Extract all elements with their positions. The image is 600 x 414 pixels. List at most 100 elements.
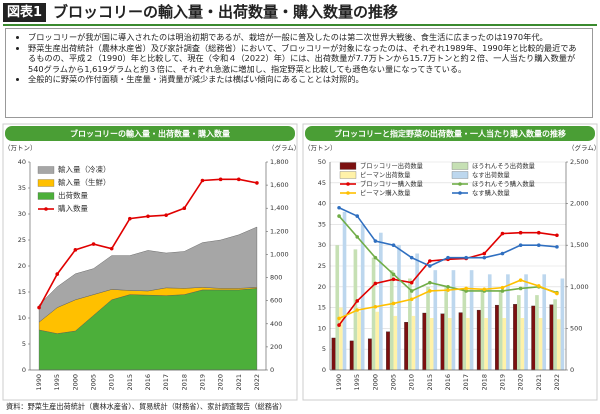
y-tick-label: 20 xyxy=(18,262,26,270)
y-tick-label: 5 xyxy=(322,345,326,353)
header: 図表1 ブロッコリーの輸入量・出荷数量・購入数量の推移 xyxy=(3,2,597,26)
x-tick-label: 2019 xyxy=(198,374,206,391)
legend-swatch xyxy=(37,192,55,200)
bar xyxy=(502,318,507,370)
y2-tick-label: 0 xyxy=(570,366,574,374)
x-tick-label: 1990 xyxy=(335,374,343,391)
marker xyxy=(500,285,505,290)
legend-label: ほうれんそう購入数量 xyxy=(472,179,536,188)
bar xyxy=(462,290,467,370)
bar xyxy=(480,290,485,370)
bar xyxy=(339,307,343,370)
x-tick-label: 2010 xyxy=(408,374,416,391)
bar xyxy=(415,253,419,370)
legend-swatch xyxy=(37,166,55,174)
bar xyxy=(357,311,361,370)
bar xyxy=(444,286,448,370)
legend-label: なす購入数量 xyxy=(472,188,510,197)
y2-tick-label: 2,500 xyxy=(570,158,589,166)
panel-title-bar xyxy=(5,126,295,141)
marker xyxy=(146,214,150,219)
legend-swatch xyxy=(37,179,55,187)
note: 全般的に野菜の作付面積・生産量・消費量が減少または横ばい傾向にあることとは対照的… xyxy=(28,74,584,85)
bar xyxy=(440,313,445,371)
x-tick-label: 2005 xyxy=(390,374,398,391)
x-tick-label: 2018 xyxy=(180,374,188,391)
bar xyxy=(375,311,380,370)
marker xyxy=(428,259,432,263)
y-tick-label: 35 xyxy=(318,220,326,228)
bar xyxy=(542,274,547,370)
note: ブロッコリーが我が国に導入されたのは明治初期であるが、栽培が一般に普及したのは第… xyxy=(28,32,584,43)
note: 野菜生産出荷統計（農林水産省）及び家計調査（総務省）において、ブロッコリーが対象… xyxy=(28,43,584,75)
bar xyxy=(386,331,391,371)
y2-tick-label: 1,500 xyxy=(570,241,589,249)
x-tick-label: 2021 xyxy=(235,374,243,391)
marker xyxy=(73,248,78,252)
source: 資料：野菜生産出荷統計（農林水産省）、貿易統計（財務省）、家計調査報告（総務省） xyxy=(6,402,287,411)
marker xyxy=(536,243,541,247)
marker xyxy=(337,323,341,327)
y-tick-label: 5 xyxy=(22,340,26,348)
bar xyxy=(458,312,463,371)
y2-tick-label: 400 xyxy=(270,320,282,328)
x-tick-label: 2015 xyxy=(126,374,134,391)
bar xyxy=(379,232,383,370)
bar xyxy=(342,211,347,370)
marker xyxy=(391,272,396,277)
legend-label: ピーマン出荷数量 xyxy=(360,170,411,179)
y-tick-label: 15 xyxy=(318,304,326,312)
x-tick-label: 2000 xyxy=(371,374,379,391)
bar xyxy=(466,318,470,370)
bar xyxy=(349,340,354,371)
y-tick-label: 0 xyxy=(22,366,26,374)
y2-tick-label: 2,000 xyxy=(570,200,589,208)
legend-swatch xyxy=(44,207,48,211)
marker xyxy=(373,239,378,243)
bar xyxy=(538,318,543,370)
x-tick-label: 2016 xyxy=(144,374,152,391)
x-tick-label: 2010 xyxy=(108,374,116,391)
x-tick-label: 1990 xyxy=(35,374,43,391)
y2-tick-label: 1,600 xyxy=(270,181,289,189)
legend-swatch xyxy=(451,162,469,170)
y-tick-label: 25 xyxy=(18,236,26,244)
marker xyxy=(391,243,396,247)
legend-swatch xyxy=(458,182,462,186)
marker xyxy=(255,181,259,185)
bar xyxy=(495,304,499,371)
marker xyxy=(482,287,487,292)
legend-label: 輸入量（冷凍） xyxy=(58,164,111,174)
panel-title: ブロッコリーと指定野菜の出荷数量・一人当たり購入数量の推移 xyxy=(334,129,566,139)
marker xyxy=(500,289,505,293)
marker xyxy=(337,214,341,218)
legend-swatch xyxy=(451,171,469,179)
x-tick-label: 2022 xyxy=(553,374,561,391)
bar xyxy=(516,295,521,370)
marker xyxy=(518,243,523,247)
y-tick-label: 40 xyxy=(318,200,326,208)
marker xyxy=(355,214,360,218)
y-tick-label: 45 xyxy=(318,179,326,187)
area xyxy=(38,226,258,323)
bar xyxy=(484,318,488,370)
y-tick-label: 35 xyxy=(18,184,26,192)
marker xyxy=(200,178,205,183)
bar xyxy=(520,318,525,370)
bar xyxy=(433,270,438,370)
panel xyxy=(2,123,298,401)
marker xyxy=(182,206,187,211)
y-tick-label: 25 xyxy=(318,262,326,270)
marker xyxy=(409,297,414,302)
legend-label: ブロッコリー購入数量 xyxy=(360,179,424,188)
marker xyxy=(482,255,487,260)
marker xyxy=(218,177,223,182)
marker xyxy=(518,278,523,282)
marker xyxy=(555,233,559,238)
marker xyxy=(409,289,414,293)
legend-label: ほうれんそう出荷数量 xyxy=(472,161,536,170)
bar xyxy=(367,338,372,371)
y-axis-label: （万トン） xyxy=(4,144,37,152)
marker xyxy=(464,255,468,260)
bar xyxy=(560,278,565,370)
